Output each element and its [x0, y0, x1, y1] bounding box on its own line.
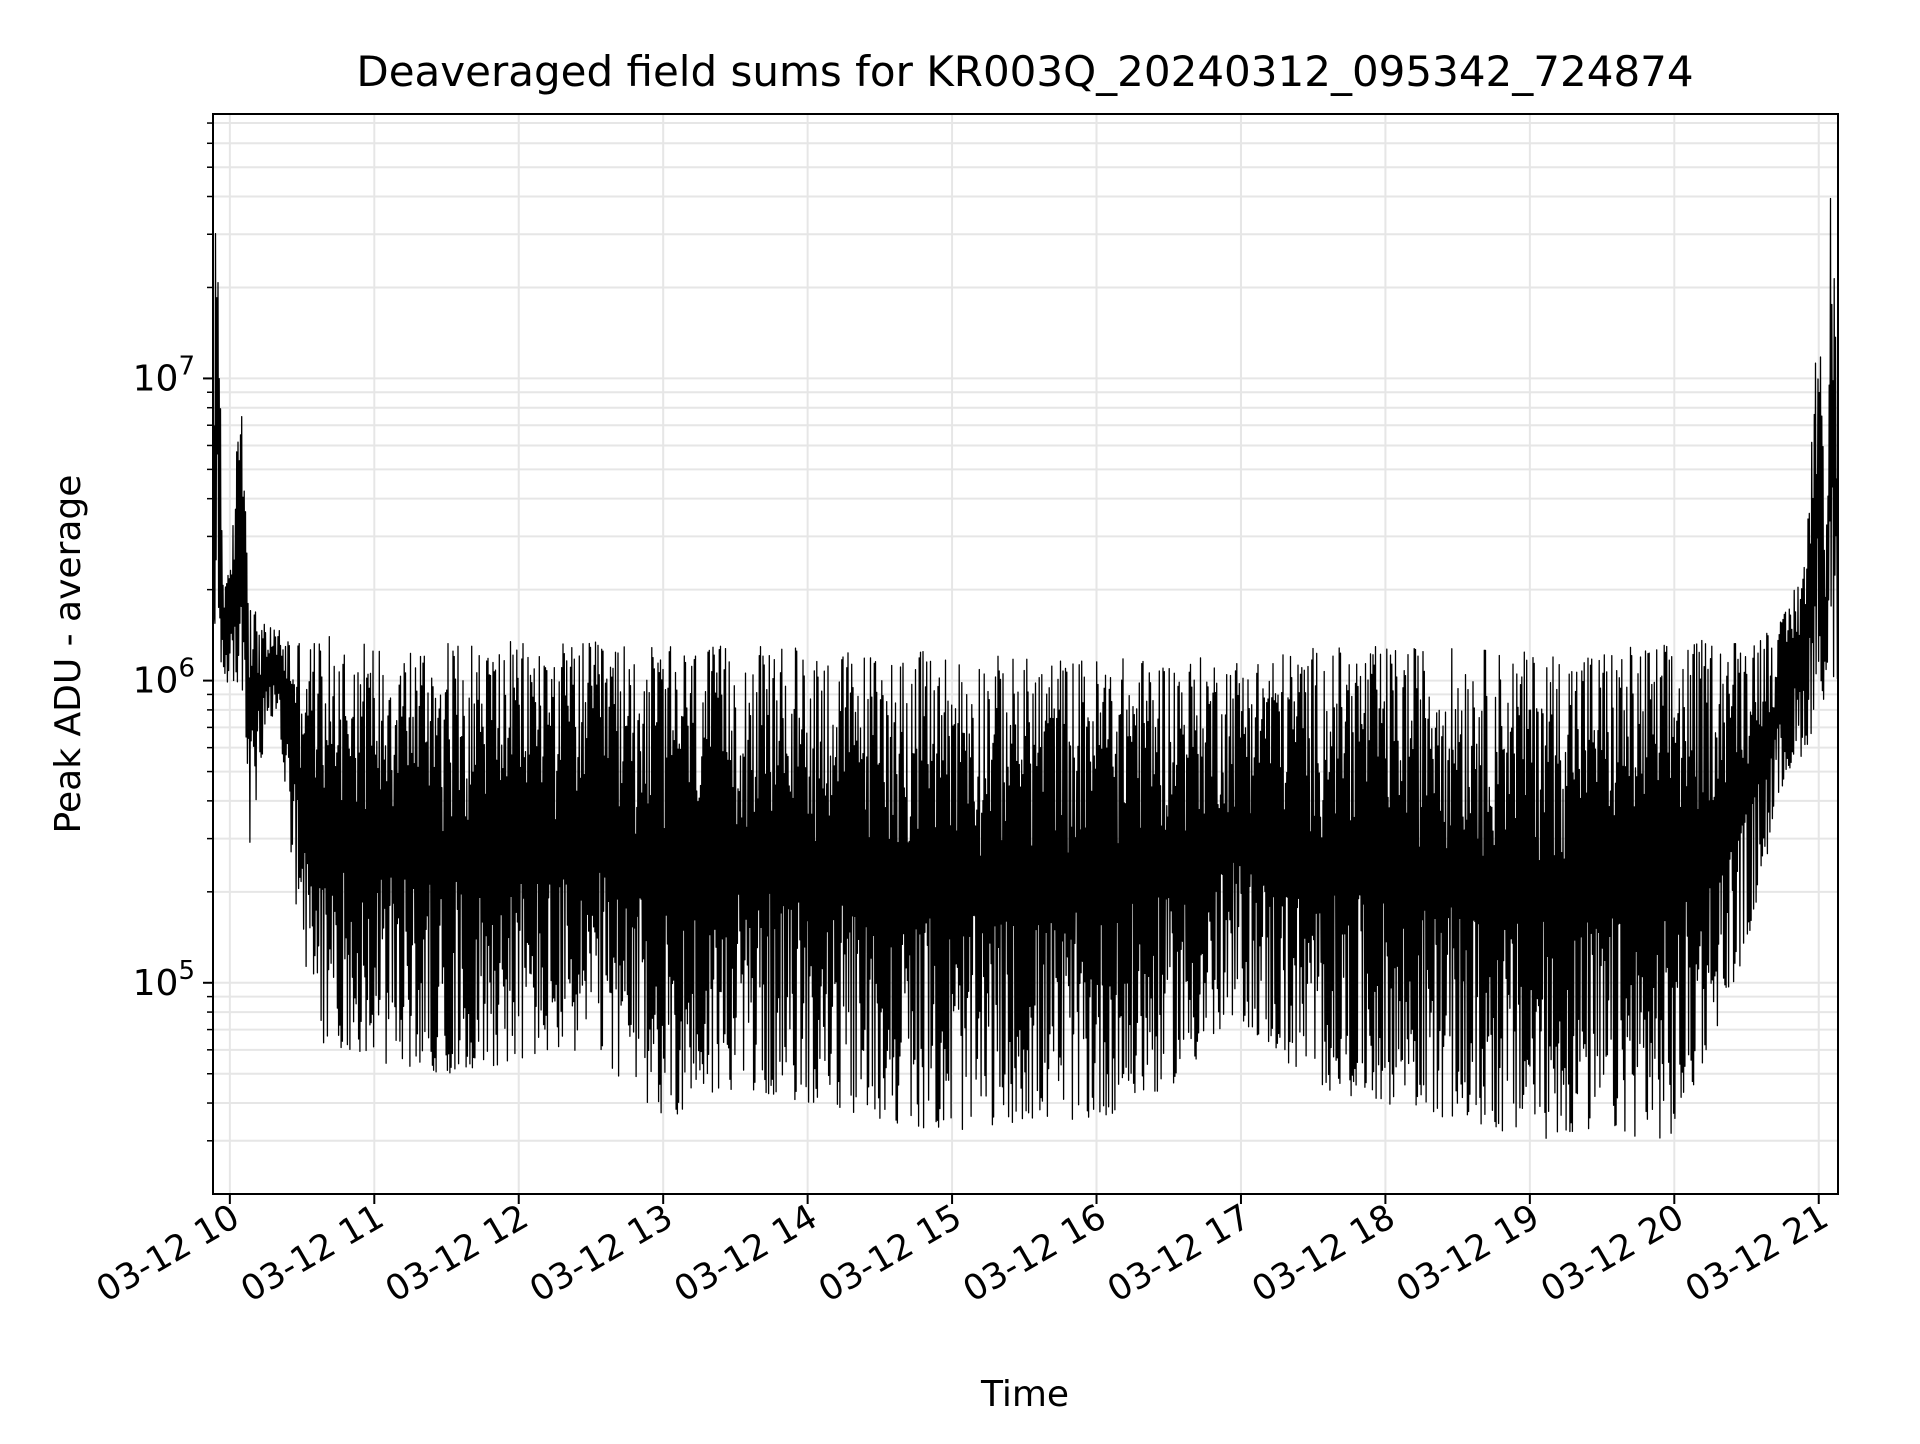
- data-series: [212, 197, 1839, 1139]
- chart-title: Deaveraged field sums for KR003Q_2024031…: [356, 47, 1693, 96]
- y-tick-label: 106: [133, 654, 195, 702]
- plot-frame: [212, 113, 1839, 1195]
- x-axis-label: Time: [980, 1374, 1069, 1415]
- y-axis-label: Peak ADU - average: [48, 475, 89, 834]
- series-line: [212, 197, 1839, 1139]
